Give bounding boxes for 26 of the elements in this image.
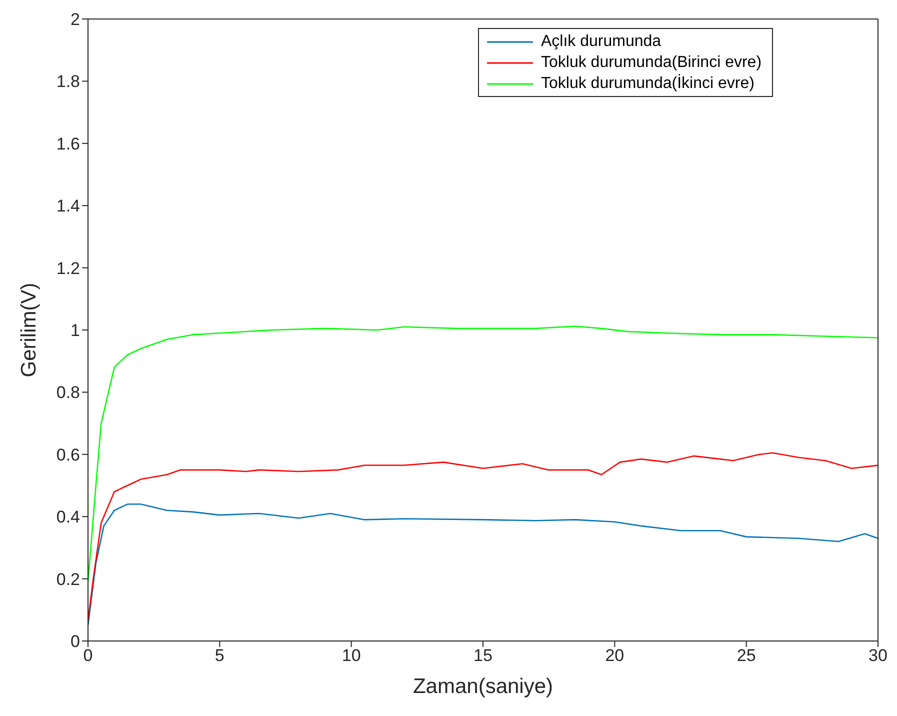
y-tick-label: 1.6	[56, 134, 80, 154]
line-series	[88, 326, 878, 583]
legend-label: Tokluk durumunda(Birinci evre)	[541, 53, 762, 73]
y-tick-label: 1	[70, 321, 80, 340]
y-tick-label: 0	[70, 632, 80, 652]
y-tick-label: 1.8	[56, 72, 80, 92]
line-series	[88, 504, 878, 626]
x-tick-label: 0	[83, 646, 93, 666]
legend-label: Açlık durumunda	[541, 32, 662, 52]
x-tick-label: 20	[605, 646, 624, 666]
y-tick-label: 1.4	[56, 196, 80, 216]
line-series	[88, 452, 878, 622]
y-tick-label: 0.4	[56, 508, 80, 527]
y-axis-title: Gerilim(V)	[17, 282, 40, 378]
y-tick-label: 0.2	[56, 570, 80, 589]
legend-label: Tokluk durumunda(İkinci evre)	[541, 73, 754, 94]
y-tick-label: 0.6	[56, 445, 80, 464]
y-tick-label: 2	[70, 10, 80, 30]
y-tick-label: 0.8	[56, 383, 80, 402]
y-tick-label: 1.2	[56, 258, 80, 278]
x-tick-label: 10	[342, 646, 361, 666]
x-axis-title: Zaman(saniye)	[412, 675, 554, 698]
x-tick-label: 5	[214, 646, 224, 666]
x-tick-label: 30	[868, 646, 888, 666]
x-tick-label: 25	[736, 646, 756, 666]
x-tick-label: 15	[474, 646, 492, 666]
